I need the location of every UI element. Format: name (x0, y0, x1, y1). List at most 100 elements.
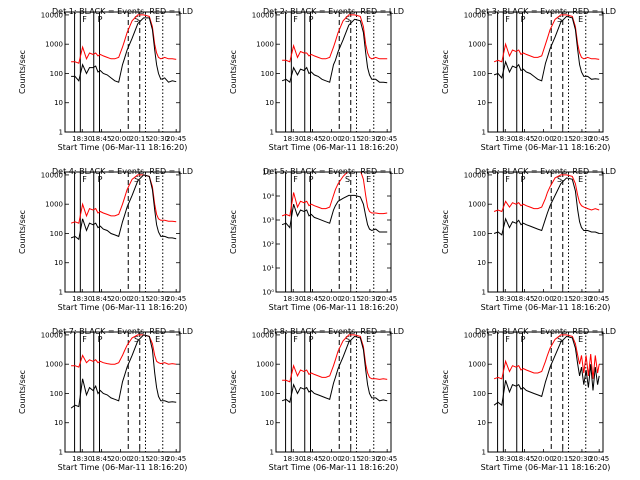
x-tick-label: 20:00 (321, 295, 341, 303)
plot-frame (487, 171, 604, 293)
interval-letter: S (134, 335, 139, 344)
x-tick-label: 20:15 (341, 295, 361, 303)
interval-letter: P (521, 335, 526, 344)
series-lld-line (493, 14, 600, 63)
x-tick-label: 20:15 (553, 295, 573, 303)
interval-letter: F (82, 175, 87, 184)
x-tick-label: 20:30 (360, 455, 380, 463)
x-axis-label: Start Time (06-Mar-11 18:16:20) (481, 143, 611, 152)
y-tick-label: 10 (54, 99, 63, 107)
interval-letter: S (557, 175, 562, 184)
plot-frame (487, 331, 604, 453)
x-tick-label: 20:00 (533, 455, 553, 463)
y-tick-label: 100 (50, 70, 63, 78)
plot-frame (64, 331, 181, 453)
y-tick-label: 100 (473, 70, 486, 78)
series-lld-line (282, 334, 388, 383)
x-tick-label: 20:45 (166, 135, 186, 143)
interval-letter: F (505, 335, 510, 344)
x-tick-label: 18:30 (495, 295, 515, 303)
y-tick-label: 10 (477, 259, 486, 267)
y-tick-label: 1 (59, 449, 63, 457)
interval-letter: P (309, 175, 314, 184)
x-tick-label: 20:30 (572, 135, 592, 143)
interval-letter: E (155, 15, 160, 24)
y-tick-label: 1000 (45, 201, 63, 209)
interval-letter: F (505, 15, 510, 24)
y-axis-label: Counts/sec (229, 370, 238, 414)
interval-letter: F (293, 15, 298, 24)
x-tick-label: 20:45 (377, 295, 397, 303)
y-tick-label: 10³ (262, 217, 274, 225)
y-tick-label: 10000 (252, 331, 274, 339)
x-axis-label: Start Time (06-Mar-11 18:16:20) (58, 463, 188, 472)
y-axis-label: Counts/sec (18, 210, 27, 254)
y-axis-label: Counts/sec (441, 50, 450, 94)
interval-letter: S (134, 175, 139, 184)
x-tick-label: 20:00 (321, 135, 341, 143)
x-tick-label: 18:30 (283, 135, 303, 143)
y-tick-label: 100 (50, 230, 63, 238)
x-tick-label: 20:45 (589, 295, 609, 303)
x-tick-label: 20:30 (360, 295, 380, 303)
y-tick-label: 10 (54, 259, 63, 267)
x-tick-label: 20:15 (553, 135, 573, 143)
x-tick-label: 20:00 (110, 295, 130, 303)
x-tick-label: 20:45 (166, 455, 186, 463)
series-events-line (281, 18, 388, 84)
interval-letter: F (82, 335, 87, 344)
interval-letter: F (505, 175, 510, 184)
x-tick-label: 18:45 (514, 295, 534, 303)
y-tick-label: 10 (265, 419, 274, 427)
x-tick-label: 18:45 (514, 455, 534, 463)
interval-letter: P (309, 15, 314, 24)
interval-letter: S (557, 15, 562, 24)
y-axis-label: Counts/sec (229, 210, 238, 254)
y-axis-label: Counts/sec (441, 370, 450, 414)
x-tick-label: 20:45 (377, 135, 397, 143)
panel-2: 1 10 100 1000 10000 18:3018:4520:0020:1520:30… (229, 7, 404, 152)
y-tick-label: 10000 (41, 171, 63, 179)
panel-title: Det 1: BLACK = Events, RED = LLD (52, 7, 193, 16)
plot-frame (275, 171, 392, 293)
panel-5: 10⁰10¹10²10³10⁴10⁵18:3018:4520:0020:1520… (229, 167, 404, 312)
y-axis-label: Counts/sec (18, 370, 27, 414)
y-tick-label: 10 (477, 99, 486, 107)
plot-frame (275, 11, 392, 133)
x-tick-label: 18:30 (283, 295, 303, 303)
x-tick-label: 20:00 (110, 455, 130, 463)
x-tick-label: 20:15 (553, 455, 573, 463)
y-tick-label: 10 (54, 419, 63, 427)
y-tick-label: 1000 (468, 201, 486, 209)
series-events-line (493, 15, 600, 82)
y-tick-label: 1000 (468, 41, 486, 49)
interval-letter: E (578, 175, 583, 184)
y-tick-label: 1000 (45, 361, 63, 369)
interval-letter: E (155, 175, 160, 184)
x-tick-label: 18:30 (72, 455, 92, 463)
x-axis-label: Start Time (06-Mar-11 18:16:20) (269, 463, 399, 472)
series-lld-line (71, 334, 177, 368)
y-tick-label: 1 (59, 289, 63, 297)
x-tick-label: 20:45 (377, 455, 397, 463)
y-tick-label: 10 (477, 419, 486, 427)
x-tick-label: 20:30 (572, 455, 592, 463)
y-tick-label: 1000 (45, 41, 63, 49)
plot-frame (64, 11, 181, 133)
panel-title: Det 8: BLACK = Events, RED = LLD (263, 327, 404, 336)
series-lld-line (281, 172, 388, 217)
interval-letter: S (345, 15, 350, 24)
series-events-line (493, 335, 600, 407)
y-tick-label: 100 (261, 390, 274, 398)
interval-letter: P (98, 15, 103, 24)
series-lld-line (493, 334, 600, 380)
series-events-line (281, 194, 388, 233)
x-axis-label: Start Time (06-Mar-11 18:16:20) (481, 303, 611, 312)
x-tick-label: 20:00 (321, 455, 341, 463)
panel-title: Det 4: BLACK = Events, RED = LLD (52, 167, 193, 176)
x-tick-label: 20:30 (149, 135, 169, 143)
x-tick-label: 18:30 (495, 135, 515, 143)
series-lld-line (71, 14, 177, 64)
interval-letter: S (345, 175, 350, 184)
x-tick-label: 20:30 (572, 295, 592, 303)
